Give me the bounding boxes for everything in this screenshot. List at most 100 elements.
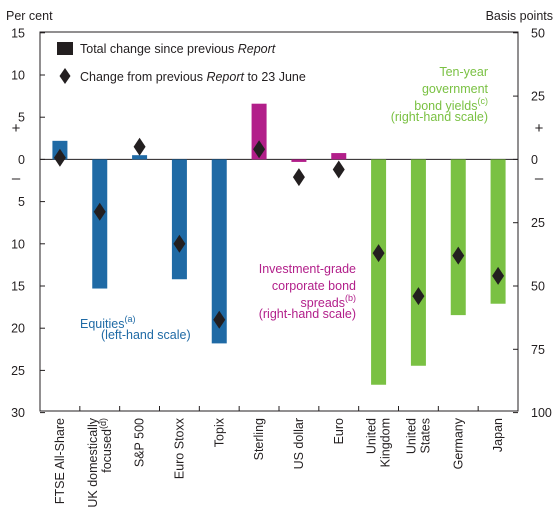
right-minus-sign: –: [535, 170, 544, 187]
bar: [490, 159, 506, 304]
annotations: Equities(a) (left-hand scale) Investment-g…: [80, 65, 489, 342]
bar: [291, 159, 307, 162]
category-label-line: United: [365, 418, 379, 454]
bar: [251, 103, 267, 160]
legend: Total change since previous ReportChange…: [57, 42, 306, 84]
annotation-superscript: (b): [345, 293, 356, 303]
annotation-line: (right-hand scale): [391, 110, 488, 124]
annotation-superscript: (c): [478, 96, 489, 106]
left-tick-label: 5: [18, 111, 25, 125]
annotation-line: bond yields: [414, 99, 477, 113]
legend-entry-part: Report: [238, 42, 276, 56]
category-label-line: UK domestically: [86, 417, 100, 507]
annotation: Investment-grade corporate bond spreads(b)…: [259, 262, 356, 321]
annotation-line: (left-hand scale): [101, 328, 191, 342]
diamond-marker: [452, 246, 465, 265]
diamond-marker: [492, 266, 505, 285]
right-tick-label: 25: [531, 90, 545, 104]
left-tick-label: 25: [11, 364, 25, 378]
category-label-line: Topix: [212, 417, 226, 447]
category-label: Euro Stoxx: [172, 417, 186, 479]
legend-entry-part: Change from previous: [80, 70, 206, 84]
category-label-line: Kingdom: [379, 418, 393, 467]
diamond-marker: [332, 160, 345, 179]
annotation: Equities(a) (left-hand scale): [80, 314, 191, 342]
left-tick-label: 10: [11, 69, 25, 83]
annotation-line: government: [422, 82, 489, 96]
legend-entry: Change from previous Report to 23 June: [80, 70, 306, 84]
category-label: FTSE All-Share: [53, 418, 67, 504]
category-label-line: Sterling: [252, 418, 266, 460]
category-label: S&P 500: [133, 418, 147, 467]
category-labels: FTSE All-Share UK domesticallyfocused(d) S…: [53, 417, 505, 507]
category-label-superscript: (d): [98, 418, 108, 429]
diamond-marker: [253, 140, 266, 159]
left-tick-label: 10: [11, 237, 25, 251]
category-label: UnitedKingdom: [365, 418, 393, 467]
right-tick-label: 100: [531, 406, 552, 420]
category-label: Germany: [451, 417, 465, 469]
annotation-line: spreads: [301, 296, 345, 310]
category-label-line: US dollar: [292, 418, 306, 469]
category-label: Euro: [332, 418, 346, 444]
diamond-marker: [372, 244, 385, 263]
annotation-line: corporate bond: [272, 279, 356, 293]
bar: [371, 159, 387, 385]
bar: [211, 159, 227, 344]
diamond-marker: [292, 168, 305, 187]
annotation-line: Ten-year: [439, 65, 488, 79]
legend-diamond-swatch: [59, 68, 71, 84]
left-tick-label: 30: [11, 406, 25, 420]
right-tick-label: 25: [531, 216, 545, 230]
diamond-marker: [53, 148, 66, 167]
diamond-marker: [412, 287, 425, 306]
bar: [171, 159, 187, 280]
diamond-marker: [213, 310, 226, 329]
left-tick-label: 5: [18, 195, 25, 209]
legend-entry-part: Total change since previous: [80, 42, 238, 56]
legend-entry: Total change since previous Report: [80, 42, 276, 56]
category-label-line: Euro: [332, 418, 346, 444]
right-axis-label: Basis points: [486, 9, 553, 23]
left-tick-label: 15: [11, 280, 25, 294]
markers: [53, 137, 505, 329]
axes: [39, 31, 519, 414]
right-tick-label: 50: [531, 280, 545, 294]
bar: [410, 159, 426, 366]
left-minus-sign: –: [12, 170, 21, 187]
category-label-line: focused: [100, 429, 114, 473]
left-tick-label: 15: [11, 26, 25, 40]
category-label-line: Japan: [491, 418, 505, 452]
category-label: UnitedStates: [404, 418, 432, 454]
diamond-marker: [133, 137, 146, 156]
category-label: US dollar: [292, 418, 306, 469]
annotation-superscript: (a): [124, 314, 135, 324]
annotation-line: Investment-grade: [259, 262, 356, 276]
right-tick-label: 50: [531, 26, 545, 40]
category-label-line: United: [404, 418, 418, 454]
category-label-line: Euro Stoxx: [172, 417, 186, 479]
bar: [92, 159, 108, 289]
right-tick-label: 0: [531, 153, 538, 167]
right-tick-label: 75: [531, 343, 545, 357]
bar: [450, 159, 466, 316]
bars: [52, 103, 506, 385]
category-label: Sterling: [252, 418, 266, 460]
legend-entry-part: Report: [206, 70, 244, 84]
left-tick-label: 0: [18, 153, 25, 167]
right-plus-sign: +: [535, 120, 544, 137]
bar: [331, 153, 347, 160]
category-label: Topix: [212, 417, 226, 447]
category-label-line: States: [418, 418, 432, 453]
diamond-marker: [93, 202, 106, 221]
left-plus-sign: +: [12, 120, 21, 137]
legend-bar-swatch: [57, 42, 73, 55]
category-label-line: FTSE All-Share: [53, 418, 67, 504]
annotation: Ten-year government bond yields(c) (right-h…: [391, 65, 489, 124]
annotation-line: Equities: [80, 317, 124, 331]
legend-entry-part: to 23 June: [244, 70, 306, 84]
left-axis-label: Per cent: [6, 9, 53, 23]
category-label-line: Germany: [451, 417, 465, 469]
